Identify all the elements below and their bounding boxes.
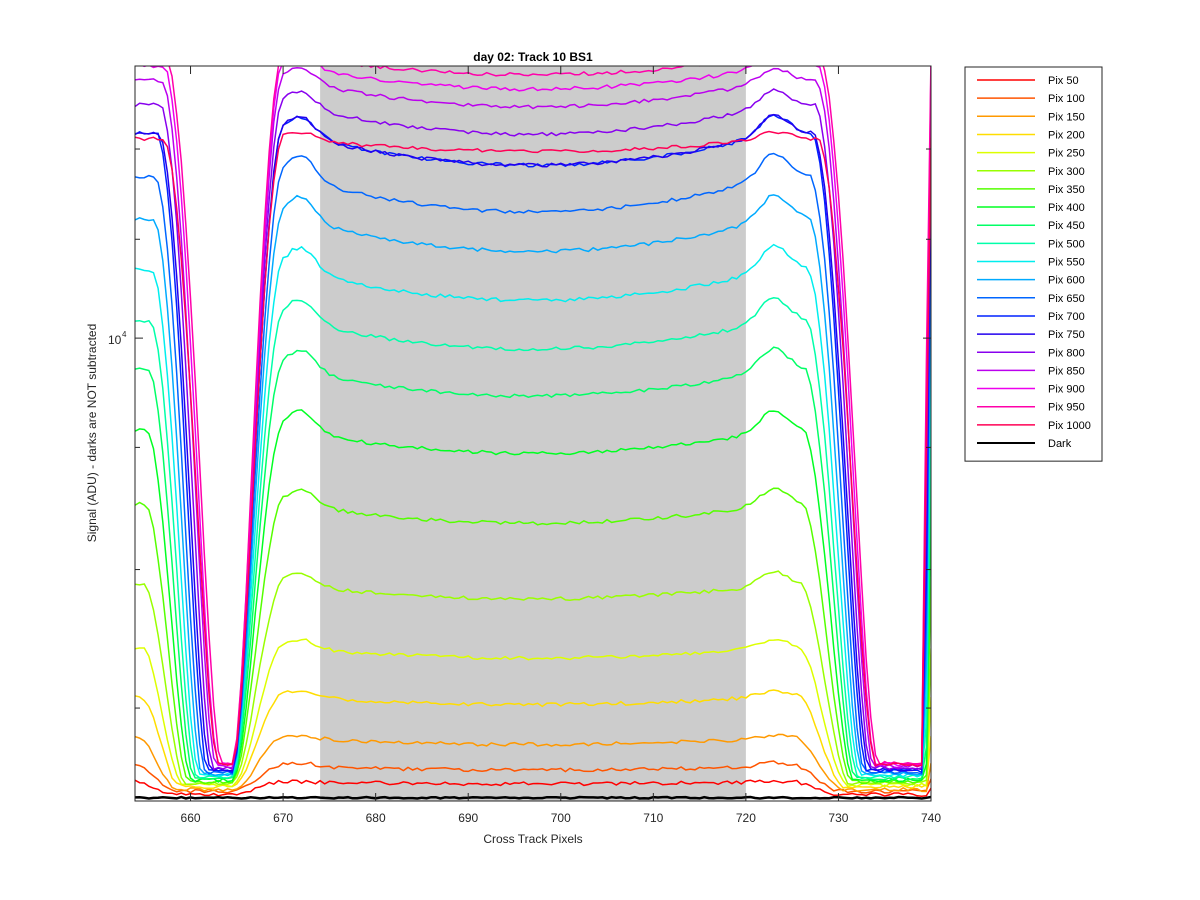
series-line-pix-250 [135,638,931,788]
legend-label: Pix 800 [1048,347,1085,359]
x-tick-label: 680 [366,811,386,825]
legend-label: Pix 500 [1048,238,1085,250]
legend-label: Pix 1000 [1048,420,1091,432]
series-line-pix-600 [135,194,931,777]
legend-label: Pix 650 [1048,293,1085,305]
legend-label: Pix 950 [1048,402,1085,414]
x-tick-label: 710 [643,811,663,825]
legend-label: Pix 150 [1048,111,1085,123]
series-line-pix-950 [168,66,931,766]
x-tick-label: 660 [181,811,201,825]
legend-label: Pix 100 [1048,93,1085,105]
series-line-pix-800 [135,88,931,771]
legend-box [964,66,1103,462]
legend-label: Pix 750 [1048,329,1085,341]
chart-title: day 02: Track 10 BS1 [473,50,593,64]
y-tick-label-exponent: 4 [122,330,127,339]
legend-label: Dark [1048,438,1072,450]
y-axis: 10 4 [108,65,931,709]
x-tick-label: 730 [828,811,848,825]
legend-label: Pix 400 [1048,202,1085,214]
legend-label: Pix 600 [1048,275,1085,287]
series-line-pix-100 [135,760,931,794]
y-tick-label: 10 [108,333,122,347]
x-tick-label: 700 [551,811,571,825]
series-line-pix-1000 [135,130,931,767]
plot-area [134,65,932,802]
x-axis: 660 670 680 690 700 710 720 730 740 [181,66,941,825]
legend-label: Pix 200 [1048,129,1085,141]
series-line-pix-650 [135,152,931,775]
series-line-pix-350 [135,487,931,785]
legend-label: Pix 450 [1048,220,1085,232]
x-axis-label: Cross Track Pixels [483,832,582,846]
x-tick-label: 690 [458,811,478,825]
series-line-pix-400 [135,409,931,783]
legend-label: Pix 300 [1048,166,1085,178]
series-line-pix-150 [135,733,931,793]
series-line-pix-300 [135,570,931,786]
legend-label: Pix 50 [1048,75,1079,87]
series-line-pix-550 [135,243,931,778]
legend: Pix 50 Pix 100 Pix 150 Pix 200 Pix 250 Pix 30… [964,66,1103,462]
legend-label: Pix 700 [1048,311,1085,323]
x-tick-label: 720 [736,811,756,825]
series-line-pix-200 [135,689,931,790]
series-line-pix-50 [135,779,931,797]
series-line-dark [135,795,931,800]
legend-label: Pix 850 [1048,365,1085,377]
x-tick-label: 670 [273,811,293,825]
y-axis-label: Signal (ADU) - darks are NOT subtracted [85,324,99,543]
legend-label: Pix 250 [1048,148,1085,160]
series-line-pix-450 [135,346,931,781]
legend-label: Pix 550 [1048,257,1085,269]
series-line-pix-850 [135,67,931,769]
highlight-band [320,66,746,801]
legend-label: Pix 900 [1048,384,1085,396]
series-line-pix-500 [135,297,931,780]
x-tick-label: 740 [921,811,941,825]
axes-box [134,65,932,802]
legend-label: Pix 350 [1048,184,1085,196]
